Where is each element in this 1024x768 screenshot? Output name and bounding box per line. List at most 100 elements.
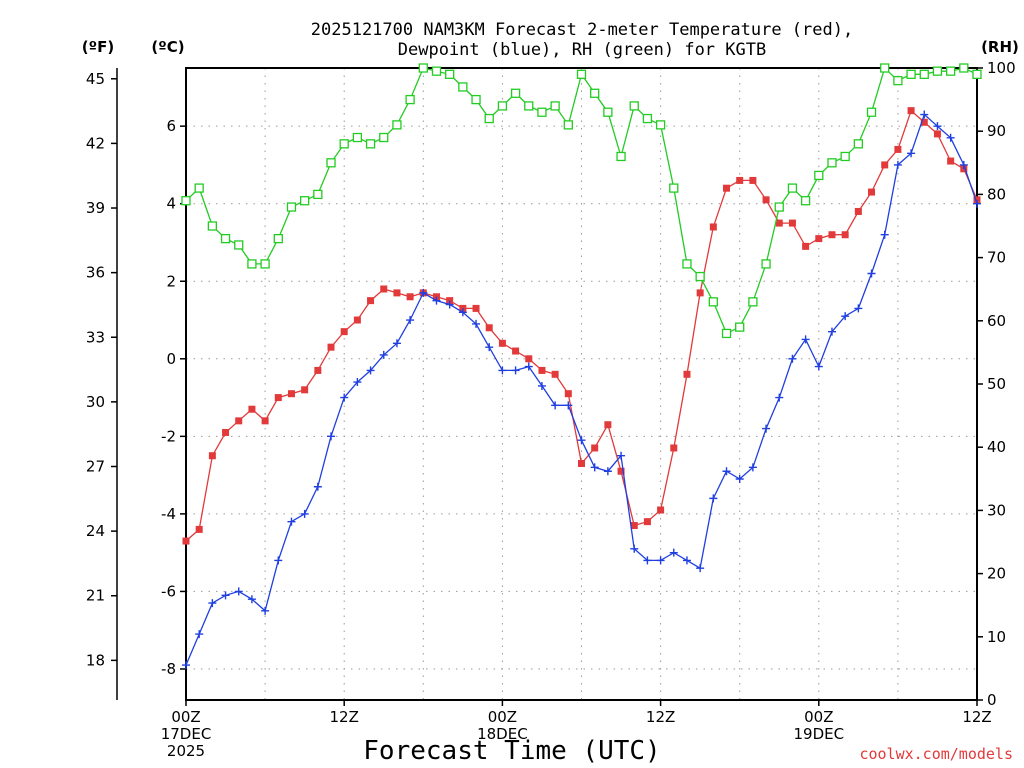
dewpoint-point — [327, 432, 336, 441]
rh-point — [853, 139, 863, 149]
series-layer — [181, 63, 982, 670]
2-meter-temperature-point — [802, 242, 810, 250]
dewpoint-point — [313, 482, 322, 491]
credit-text: coolwx.com/models — [859, 745, 1013, 763]
dewpoint-point — [247, 595, 256, 604]
dewpoint-point — [907, 149, 916, 158]
chart-title-line-2: Dewpoint (blue), RH (green) for KGTB — [398, 40, 766, 60]
rh-point — [181, 196, 191, 206]
2-meter-temperature-point — [788, 219, 796, 227]
dewpoint-point — [366, 366, 375, 375]
rh-tick-label: 20 — [987, 565, 1006, 583]
dewpoint-point — [195, 630, 204, 639]
dewpoint-point — [221, 591, 230, 600]
rh-point — [906, 69, 916, 79]
rh-point — [352, 132, 363, 143]
rh-point — [695, 271, 705, 282]
2-meter-temperature-point — [657, 506, 665, 514]
2-meter-temperature-point — [208, 452, 216, 460]
dewpoint-point — [722, 467, 731, 476]
fahrenheit-tick-label: 30 — [86, 393, 105, 411]
rh-point — [629, 101, 639, 111]
rh-point — [286, 202, 297, 212]
dewpoint-point — [392, 339, 401, 348]
rh-point — [445, 69, 455, 79]
rh-point — [220, 233, 231, 244]
fahrenheit-tick-label: 36 — [86, 264, 105, 282]
2-meter-temperature-point — [498, 339, 506, 347]
2-meter-temperature-point — [538, 366, 546, 374]
2-meter-temperature-point — [683, 370, 691, 378]
2-meter-temperature-point — [604, 421, 612, 429]
rh-point — [866, 107, 877, 117]
axes — [116, 67, 978, 701]
time-tick-label: 00Z — [804, 708, 833, 726]
rh-tick-label: 100 — [987, 59, 1016, 77]
rh-point — [945, 66, 956, 76]
rh-point — [576, 69, 587, 79]
rh-point — [893, 75, 903, 86]
rh-point — [418, 63, 428, 73]
2-meter-temperature-point — [551, 370, 559, 378]
celsius-tick-label: 6 — [166, 117, 176, 135]
celsius-axis-unit: (ºC) — [151, 38, 184, 56]
2-meter-temperature-point — [367, 297, 375, 305]
dewpoint-point — [762, 424, 771, 433]
2-meter-temperature-point — [670, 444, 678, 452]
time-tick-label: 12Z — [962, 708, 991, 726]
dewpoint-point — [274, 556, 283, 565]
2-meter-temperature-point — [894, 145, 902, 153]
rh-point — [721, 328, 732, 339]
fahrenheit-tick-label: 33 — [86, 328, 105, 346]
2-meter-temperature-series — [182, 107, 981, 545]
rh-point — [787, 183, 798, 193]
dewpoint-point — [656, 556, 665, 565]
rh-point — [299, 196, 310, 206]
dewpoint-point — [643, 556, 652, 565]
2-meter-temperature-point — [947, 157, 955, 165]
2-meter-temperature-point — [868, 188, 876, 196]
celsius-tick-label: -8 — [161, 660, 176, 678]
time-tick-label: 19DEC — [794, 725, 845, 743]
rh-tick-label: 50 — [987, 375, 1006, 393]
chart-title-line-1: 2025121700 NAM3KM Forecast 2-meter Tempe… — [311, 20, 853, 40]
dewpoint-point — [511, 366, 520, 375]
2-meter-temperature-point — [485, 324, 493, 332]
dewpoint-point — [340, 393, 349, 402]
time-tick-label: 00Z — [488, 708, 517, 726]
dewpoint-point — [432, 296, 441, 305]
rh-point — [655, 120, 666, 130]
dewpoint-point — [920, 110, 929, 119]
rh-point — [761, 259, 771, 269]
rh-point — [234, 240, 244, 250]
rh-point — [524, 101, 534, 111]
x-axis-label: Forecast Time (UTC) — [363, 736, 660, 766]
dewpoint-point — [234, 587, 243, 596]
dewpoint-point — [287, 517, 296, 526]
celsius-tick-label: 2 — [166, 272, 176, 290]
rh-point — [471, 94, 481, 105]
dewpoint-point — [379, 350, 388, 359]
fahrenheit-tick-label: 18 — [86, 651, 105, 669]
dewpoint-point — [261, 606, 270, 615]
fahrenheit-axis: 18 21 24 27 30 33 36 39 42 45 — [86, 70, 117, 669]
2-meter-temperature-point — [564, 390, 572, 398]
fahrenheit-tick-label: 27 — [86, 458, 105, 476]
2-meter-temperature-point — [314, 366, 322, 374]
rh-tick-label: 10 — [987, 628, 1006, 646]
fahrenheit-axis-unit: (ºF) — [82, 38, 114, 56]
rh-point — [774, 202, 784, 212]
rh-point — [814, 170, 824, 181]
dewpoint-point — [498, 366, 507, 375]
2-meter-temperature-point — [815, 235, 823, 243]
rh-point — [800, 196, 811, 206]
2-meter-temperature-point — [749, 176, 757, 184]
2-meter-temperature-point — [881, 161, 889, 169]
rh-tick-label: 60 — [987, 312, 1006, 330]
rh-point — [207, 221, 218, 231]
dewpoint-point — [300, 509, 309, 518]
gridlines — [186, 68, 977, 700]
fahrenheit-tick-label: 39 — [86, 199, 105, 217]
rh-point — [365, 139, 376, 149]
